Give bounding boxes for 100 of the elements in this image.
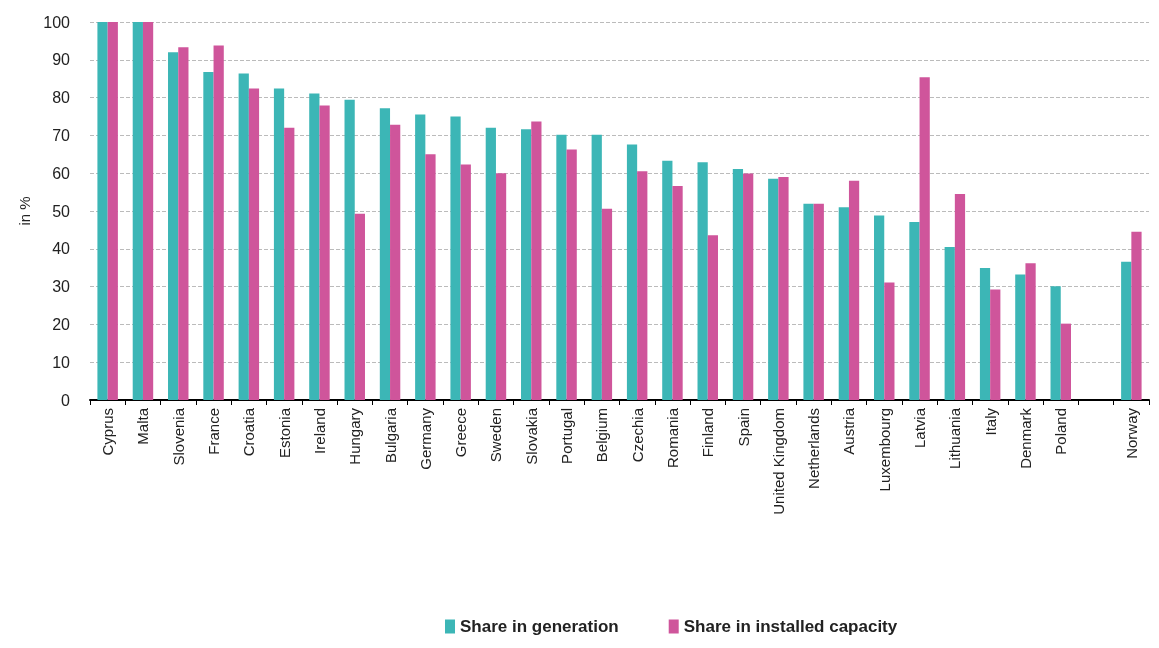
bar	[284, 127, 295, 400]
x-tick-label: Sweden	[487, 408, 505, 463]
bar	[874, 215, 885, 400]
bar	[778, 176, 789, 400]
bar	[97, 22, 108, 400]
x-tick-label: Croatia	[240, 407, 258, 457]
x-tick-label: Portugal	[558, 408, 576, 464]
x-tick-label: Luxembourg	[875, 408, 893, 492]
bar	[379, 108, 391, 400]
bar	[107, 22, 118, 400]
bar	[1050, 286, 1061, 400]
bar	[556, 134, 567, 400]
x-tick-label: France	[205, 408, 223, 455]
x-tick-label: Norway	[1122, 407, 1140, 459]
bar	[838, 207, 849, 400]
bar	[390, 124, 401, 400]
x-tick-label: Germany	[416, 407, 434, 470]
x-tick-label: United Kingdom	[769, 408, 787, 515]
x-tick-label: Poland	[1052, 408, 1070, 455]
bar	[743, 173, 754, 400]
x-tick-label: Romania	[663, 407, 681, 469]
bar	[732, 169, 744, 400]
bar	[1060, 323, 1071, 400]
x-tick-label: Netherlands	[805, 408, 823, 489]
bar	[248, 88, 260, 400]
bar	[425, 154, 436, 400]
x-tick-label: Greece	[452, 408, 470, 458]
bar	[1131, 231, 1142, 400]
x-tick-label: Hungary	[346, 407, 364, 465]
bar	[168, 52, 179, 400]
x-tick-label: Estonia	[275, 407, 293, 459]
x-tick-label: Spain	[734, 408, 752, 447]
bar	[485, 127, 496, 400]
y-tick-label: 100	[43, 13, 71, 31]
x-tick-label: Finland	[699, 408, 717, 458]
bar	[979, 268, 991, 400]
x-tick-label: Ireland	[310, 408, 328, 454]
x-tick-label: Italy	[981, 407, 999, 436]
x-tick-label: Austria	[840, 407, 858, 455]
y-tick-label: 50	[52, 202, 71, 220]
y-tick-label: 60	[52, 164, 71, 182]
bar	[697, 162, 708, 400]
bar	[1121, 261, 1132, 400]
bar	[132, 22, 143, 400]
y-tick-label: 20	[52, 315, 71, 333]
x-tick-label: Bulgaria	[381, 407, 399, 464]
bar	[495, 173, 507, 400]
bar	[309, 93, 320, 400]
bar	[1015, 274, 1026, 400]
bar	[213, 45, 224, 400]
bar	[1025, 263, 1036, 400]
bar	[662, 160, 673, 400]
y-tick-label: 0	[61, 391, 71, 409]
bar	[203, 71, 214, 400]
x-tick-label: Slovakia	[522, 407, 540, 465]
y-tick-label: 70	[52, 126, 71, 144]
bar	[354, 213, 365, 400]
bar	[142, 22, 154, 400]
bar	[944, 246, 955, 400]
y-tick-label: 80	[52, 89, 71, 107]
bar	[637, 171, 648, 400]
bar	[591, 134, 602, 400]
bar	[848, 180, 860, 400]
bar	[319, 105, 330, 400]
x-tick-label: Malta	[134, 407, 152, 445]
bar	[672, 186, 683, 400]
y-tick-label: 40	[52, 240, 71, 258]
bar	[344, 99, 355, 400]
bar	[238, 73, 249, 400]
bar	[450, 116, 461, 400]
bar	[707, 235, 718, 400]
y-tick-label: 30	[52, 278, 71, 296]
bar	[415, 114, 426, 400]
bar	[566, 149, 577, 400]
x-tick-label: Belgium	[593, 408, 611, 463]
bar	[884, 282, 895, 400]
legend-label: Share in installed capacity	[683, 617, 898, 636]
y-tick-label: 10	[52, 353, 71, 371]
x-tick-label: Slovenia	[169, 407, 187, 466]
bar	[273, 88, 285, 400]
bar	[178, 47, 189, 400]
x-tick-label: Cyprus	[99, 408, 117, 456]
legend-label: Share in generation	[460, 617, 619, 636]
x-tick-label: Latvia	[911, 407, 929, 449]
x-tick-label: Czechia	[628, 407, 646, 463]
bar	[990, 289, 1001, 400]
bar	[919, 77, 930, 400]
x-tick-label: Denmark	[1016, 407, 1034, 469]
bar	[521, 129, 532, 400]
bar	[460, 164, 471, 400]
bar	[601, 208, 613, 400]
y-tick-label: 90	[52, 51, 71, 69]
x-tick-label: Lithuania	[946, 407, 964, 469]
bar	[531, 121, 542, 400]
bar	[954, 193, 966, 400]
bar	[803, 203, 814, 400]
y-axis-title: in %	[16, 196, 33, 226]
bar	[909, 221, 920, 400]
bar	[768, 178, 779, 400]
bar	[813, 203, 824, 400]
